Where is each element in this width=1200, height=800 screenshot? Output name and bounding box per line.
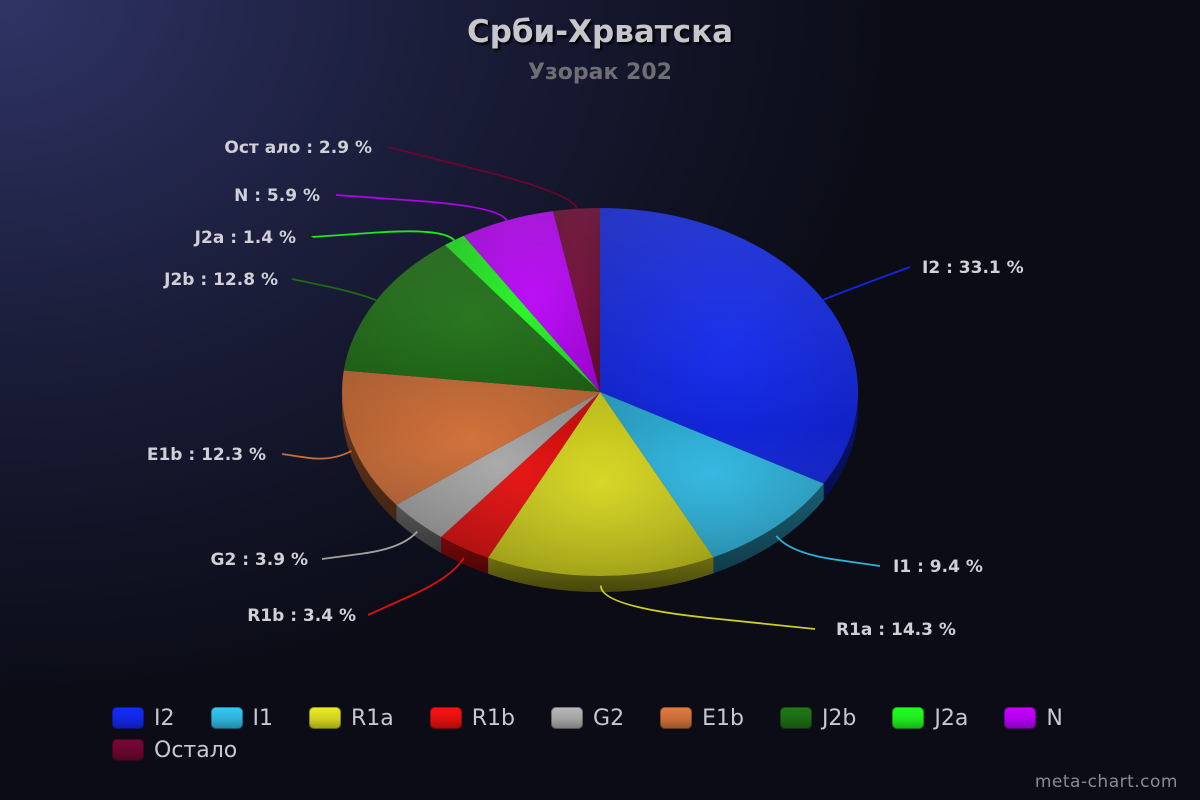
chart-title: Срби-Хрватска [466,14,734,50]
leader-line-n [335,194,508,221]
legend-label-i2: I2 [154,705,175,731]
slice-label-e1b: E1b : 12.3 % [147,445,266,465]
chart-legend: I2 I1 R1a R1b G2 E1b J2b J2a N Остало [112,705,1112,763]
slice-label-r1b: R1b : 3.4 % [247,606,356,626]
legend-label-e1b: E1b [702,705,744,731]
pie-side-shade-r1b [441,536,489,574]
slice-label-i1: I1 : 9.4 % [893,557,983,577]
leader-line-e1b [281,450,352,460]
slice-label-остало: Ост ало : 2.9 % [224,138,372,158]
legend-label-остало: Остало [154,737,238,763]
leader-line-i2 [822,266,911,301]
legend-swatch-g2 [551,707,584,729]
legend-label-n: N [1046,705,1063,731]
legend-swatch-n [1004,707,1037,729]
pie-side-shade-g2 [396,504,442,553]
legend-swatch-r1a [309,707,341,729]
legend-label-g2: G2 [593,705,625,731]
legend-swatch-j2b [779,707,812,729]
legend-label-j2a: J2a [934,705,969,731]
pie-side-shade-e1b [342,392,397,521]
legend-item-g2: G2 [551,705,625,731]
legend-swatch-r1b [429,707,462,729]
legend-swatch-i2 [112,707,144,729]
slice-label-g2: G2 : 3.9 % [211,550,308,570]
legend-item-j2b: J2b [779,705,857,731]
legend-swatch-i1 [210,707,243,729]
pie-gloss [342,208,858,576]
pie-side-shade-r1a [488,557,714,592]
legend-item-r1a: R1a [309,705,394,731]
leader-line-j2a [311,230,455,241]
legend-item-i2: I2 [112,705,175,731]
watermark: meta-chart.com [1034,772,1178,792]
legend-item-n: N [1004,705,1063,731]
legend-swatch-j2a [892,707,925,729]
slice-label-n: N : 5.9 % [234,186,320,206]
pie-side-shade-i2 [823,392,858,500]
leader-line-r1a [599,585,816,630]
chart-subtitle: Узорак 202 [528,60,672,85]
slice-label-i2: I2 : 33.1 % [922,258,1024,278]
leader-line-остало [387,146,578,210]
legend-label-r1a: R1a [351,705,394,731]
leader-line-g2 [321,530,418,560]
slice-label-j2b: J2b : 12.8 % [163,270,278,290]
slice-label-r1a: R1a : 14.3 % [836,620,956,640]
legend-swatch-e1b [660,707,693,729]
leader-line-j2b [291,278,377,302]
legend-item-i1: I1 [210,705,274,731]
legend-item-j2a: J2a [892,705,969,731]
legend-label-r1b: R1b [471,705,516,731]
legend-item-e1b: E1b [660,705,744,731]
legend-item-r1b: R1b [429,705,516,731]
leader-line-i1 [775,535,881,567]
legend-swatch-остало [112,739,144,761]
leader-line-r1b [367,557,465,616]
slice-label-j2a: J2a : 1.4 % [194,228,296,248]
pie-side-shade-i1 [713,483,824,574]
legend-label-i1: I1 [252,705,274,731]
legend-label-j2b: J2b [821,705,857,731]
legend-item-остало: Остало [112,737,238,763]
